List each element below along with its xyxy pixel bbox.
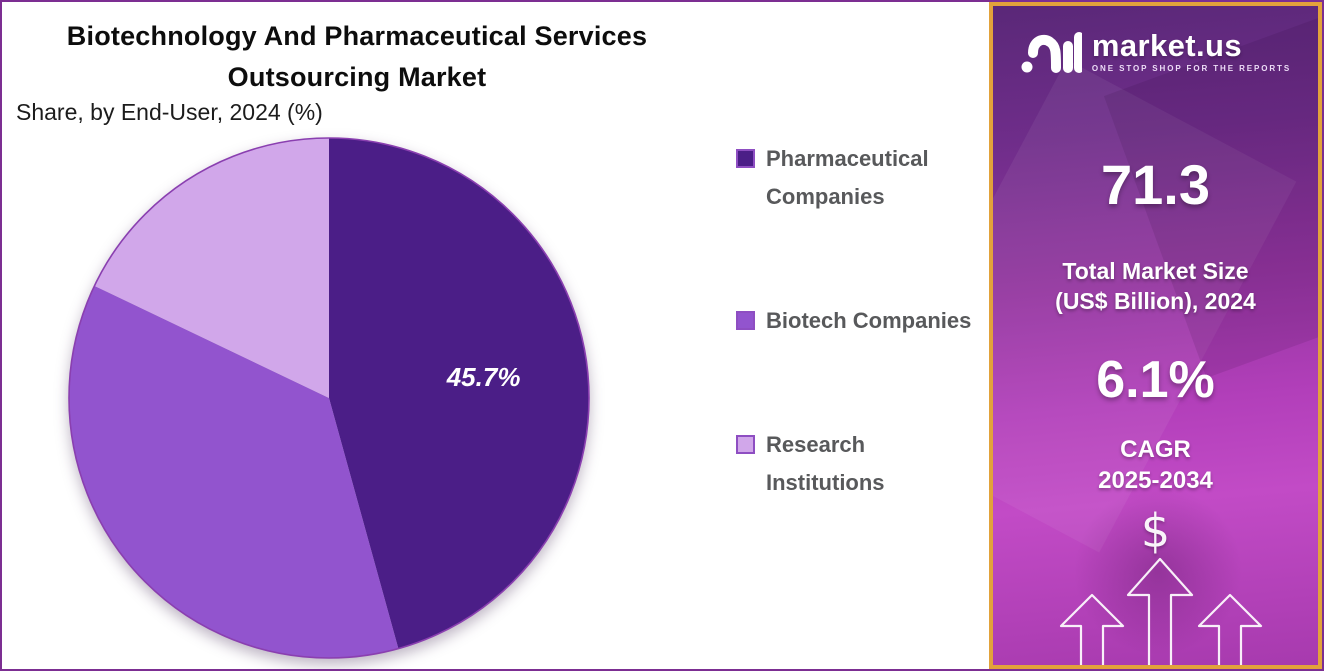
cagr-label-line2: 2025-2034	[1098, 467, 1213, 494]
marketus-logo-icon	[1021, 32, 1082, 73]
growth-arrows-icon	[1059, 557, 1263, 665]
pie-slice-research-institutions[interactable]	[94, 138, 329, 398]
cagr-label: CAGR 2025-2034	[993, 434, 1318, 496]
brand-tagline: ONE STOP SHOP FOR THE REPORTS	[1091, 64, 1292, 73]
legend-item-biotech-companies[interactable]: Biotech Companies	[736, 302, 986, 340]
legend-label: Research Institutions	[766, 432, 885, 495]
arrow-up-left	[1059, 593, 1125, 665]
market-size-label: Total Market Size (US$ Billion), 2024	[993, 256, 1318, 316]
pie-chart: 45.7%	[68, 137, 590, 659]
legend-item-research-institutions[interactable]: Research Institutions	[736, 426, 986, 502]
chart-legend: Pharmaceutical Companies Biotech Companie…	[736, 140, 986, 502]
chart-title-line1: Biotechnology And Pharmaceutical Service…	[66, 21, 648, 51]
cagr-label-line1: CAGR	[1120, 436, 1191, 463]
cagr-value: 6.1%	[1096, 351, 1215, 409]
logo-dot	[1021, 61, 1033, 73]
brand-name: market.us	[1091, 28, 1242, 63]
arrow-up-right	[1197, 593, 1263, 665]
pie-data-label: 45.7%	[446, 362, 521, 392]
chart-title: Biotechnology And Pharmaceutical Service…	[12, 16, 702, 98]
market-size-label-line2: (US$ Billion), 2024	[1055, 288, 1256, 314]
logo-text: market.us ONE STOP SHOP FOR THE REPORTS	[1091, 28, 1292, 73]
market-size-value: 71.3	[1101, 153, 1210, 216]
market-size-label-line1: Total Market Size	[1062, 258, 1249, 284]
legend-swatch-icon	[736, 149, 755, 168]
dollar-icon: $	[1140, 504, 1171, 558]
pie-slice-biotech-companies[interactable]	[69, 285, 399, 658]
brand-logo: market.us ONE STOP SHOP FOR THE REPORTS	[993, 26, 1318, 78]
legend-item-pharmaceutical-companies[interactable]: Pharmaceutical Companies	[736, 140, 986, 216]
panel-texture	[1073, 486, 1243, 656]
chart-subtitle: Share, by End-User, 2024 (%)	[16, 99, 323, 125]
pie-slice-pharmaceutical-companies[interactable]	[329, 138, 590, 649]
pie-outline-ring	[68, 137, 590, 659]
legend-label: Biotech Companies	[766, 308, 972, 333]
legend-label: Pharmaceutical Companies	[766, 146, 929, 209]
legend-swatch-icon	[736, 435, 755, 454]
chart-title-line2: Outsourcing Market	[227, 62, 487, 92]
arrow-up-middle	[1126, 557, 1194, 665]
promo-panel: market.us ONE STOP SHOP FOR THE REPORTS …	[989, 2, 1322, 669]
legend-swatch-icon	[736, 311, 755, 330]
